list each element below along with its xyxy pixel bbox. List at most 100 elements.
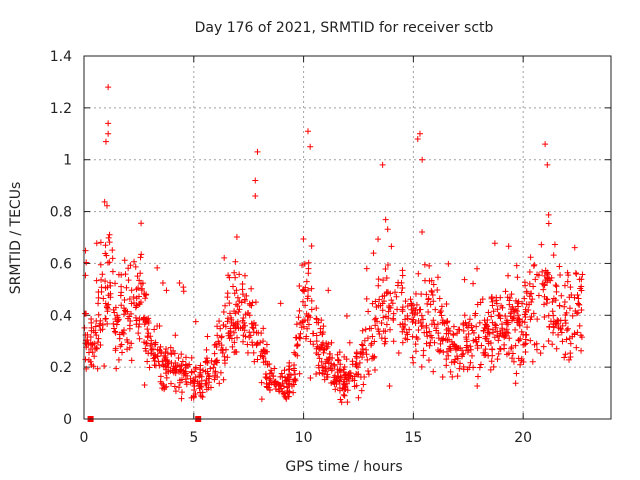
data-point xyxy=(379,307,386,314)
data-point xyxy=(123,284,130,291)
data-point xyxy=(416,306,423,313)
data-point xyxy=(261,350,268,357)
data-point xyxy=(409,354,416,361)
data-point xyxy=(375,236,382,243)
data-point xyxy=(284,384,291,391)
data-point xyxy=(211,376,218,383)
data-point xyxy=(112,328,119,335)
data-point xyxy=(364,335,371,342)
data-point xyxy=(178,376,185,383)
data-point xyxy=(526,280,533,287)
data-point xyxy=(246,334,253,341)
data-point xyxy=(428,277,435,284)
data-point xyxy=(404,312,411,319)
data-point xyxy=(327,365,334,372)
data-point xyxy=(215,338,222,345)
data-point xyxy=(327,350,334,357)
y-tick-label: 1.2 xyxy=(50,101,72,117)
data-point xyxy=(204,333,211,340)
data-point xyxy=(163,383,170,390)
data-point xyxy=(172,388,179,395)
data-point xyxy=(460,327,467,334)
data-point xyxy=(208,357,215,364)
data-point xyxy=(89,349,96,356)
data-point xyxy=(467,346,474,353)
data-point xyxy=(563,327,570,334)
data-point xyxy=(561,299,568,306)
data-point xyxy=(381,335,388,342)
data-point xyxy=(562,312,569,319)
data-point xyxy=(132,314,139,321)
data-point xyxy=(117,292,124,299)
data-point xyxy=(384,226,391,233)
data-point xyxy=(178,395,185,402)
data-point xyxy=(529,358,536,365)
data-point xyxy=(366,325,373,332)
data-point xyxy=(123,336,130,343)
data-point xyxy=(130,300,137,307)
data-point xyxy=(171,383,178,390)
data-point xyxy=(82,340,89,347)
data-point xyxy=(415,318,422,325)
data-point xyxy=(503,319,510,326)
data-point xyxy=(117,343,124,350)
y-tick-label: 0.6 xyxy=(50,256,72,272)
data-point xyxy=(305,259,312,266)
data-point xyxy=(573,310,580,317)
data-point xyxy=(296,334,303,341)
data-point xyxy=(176,279,183,286)
data-point xyxy=(221,254,228,261)
data-point xyxy=(527,316,534,323)
data-point xyxy=(458,353,465,360)
data-point xyxy=(353,353,360,360)
data-point xyxy=(94,345,101,352)
data-point xyxy=(538,241,545,248)
data-point xyxy=(455,326,462,333)
data-point xyxy=(130,293,137,300)
data-point xyxy=(499,326,506,333)
data-point xyxy=(390,310,397,317)
data-point xyxy=(550,329,557,336)
data-point xyxy=(266,375,273,382)
data-point xyxy=(545,338,552,345)
data-point xyxy=(100,295,107,302)
data-point xyxy=(128,357,135,364)
data-point xyxy=(542,267,549,274)
data-point xyxy=(305,270,312,277)
data-point xyxy=(565,272,572,279)
data-point xyxy=(346,339,353,346)
data-point xyxy=(365,371,372,378)
data-point xyxy=(371,338,378,345)
data-point xyxy=(492,324,499,331)
data-point xyxy=(220,376,227,383)
data-point xyxy=(111,325,118,332)
data-point xyxy=(516,316,523,323)
data-point xyxy=(188,354,195,361)
data-point xyxy=(426,342,433,349)
data-point xyxy=(198,384,205,391)
data-point xyxy=(434,274,441,281)
data-point xyxy=(494,306,501,313)
data-point xyxy=(460,350,467,357)
data-point xyxy=(380,314,387,321)
data-point xyxy=(539,268,546,275)
data-point xyxy=(496,333,503,340)
data-point xyxy=(578,334,585,341)
data-point xyxy=(386,383,393,390)
chart-title: Day 176 of 2021, SRMTID for receiver sct… xyxy=(195,20,494,36)
data-point xyxy=(464,366,471,373)
data-point xyxy=(485,325,492,332)
data-point xyxy=(82,356,89,363)
data-point xyxy=(552,297,559,304)
data-point xyxy=(172,370,179,377)
data-point xyxy=(309,330,316,337)
data-point xyxy=(491,334,498,341)
data-point xyxy=(578,307,585,314)
data-point xyxy=(474,265,481,272)
data-point xyxy=(427,301,434,308)
data-point xyxy=(99,321,106,328)
data-point xyxy=(551,241,558,248)
data-point xyxy=(382,265,389,272)
data-point xyxy=(214,332,221,339)
data-point xyxy=(304,325,311,332)
